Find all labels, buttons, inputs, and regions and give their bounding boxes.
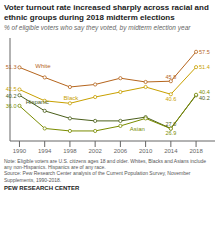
svg-text:40.2: 40.2 <box>199 95 210 101</box>
svg-text:2002: 2002 <box>88 148 102 154</box>
svg-text:White: White <box>35 63 51 69</box>
svg-text:Asian: Asian <box>130 126 145 132</box>
html-text:Note: Eligible voters are U.S.: Note: Eligible voters are U.S. citizens … <box>4 158 207 183</box>
svg-text:40.4: 40.4 <box>199 89 210 95</box>
svg-text:42.5: 42.5 <box>8 86 16 92</box>
svg-text:36.0: 36.0 <box>8 103 16 109</box>
svg-text:1994: 1994 <box>38 148 52 154</box>
svg-text:1990: 1990 <box>13 148 27 154</box>
svg-text:2014: 2014 <box>164 148 178 154</box>
svg-text:Hispanic: Hispanic <box>26 99 49 105</box>
svg-text:2018: 2018 <box>189 148 203 154</box>
svg-text:40.6: 40.6 <box>165 96 176 102</box>
svg-text:45.8: 45.8 <box>165 74 176 80</box>
svg-text:51.3: 51.3 <box>8 64 16 70</box>
svg-text:26.9: 26.9 <box>165 130 176 136</box>
svg-text:2010: 2010 <box>139 148 153 154</box>
svg-text:1998: 1998 <box>63 148 77 154</box>
html-text:PEW RESEARCH CENTER: PEW RESEARCH CENTER <box>4 185 80 191</box>
html-text:% of eligible voters who say t: % of eligible voters who say they voted,… <box>4 24 191 32</box>
svg-text:Black: Black <box>64 95 80 101</box>
svg-text:40.2: 40.2 <box>8 93 16 99</box>
svg-text:57.5: 57.5 <box>199 49 210 55</box>
svg-text:27.0: 27.0 <box>165 121 176 127</box>
html-text:Voter turnout rate increased s: Voter turnout rate increased sharply acr… <box>4 3 209 22</box>
svg-text:2006: 2006 <box>114 148 128 154</box>
svg-text:51.4: 51.4 <box>199 64 210 70</box>
